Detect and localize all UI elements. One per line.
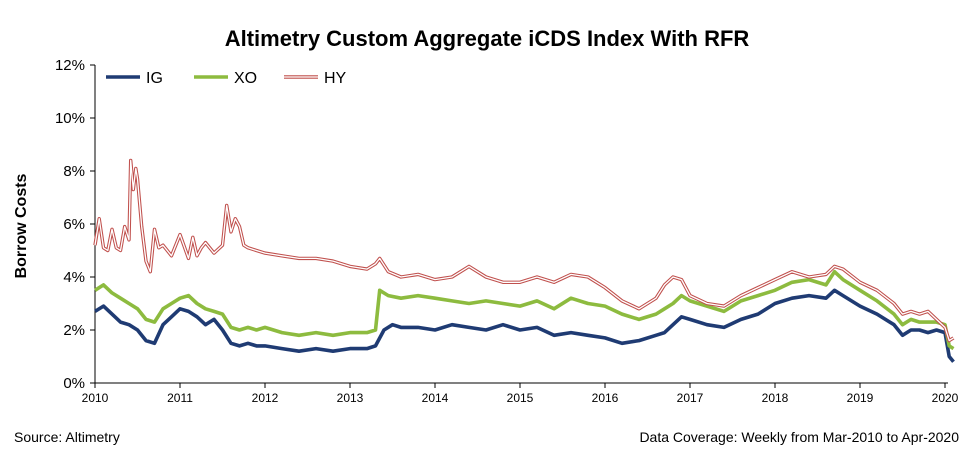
x-tick-label: 2016 xyxy=(592,391,619,405)
chart-title: Altimetry Custom Aggregate iCDS Index Wi… xyxy=(225,26,750,51)
y-tick-label: 12% xyxy=(55,57,85,74)
x-tick-label: 2014 xyxy=(422,391,449,405)
x-tick-label: 2019 xyxy=(847,391,874,405)
x-tick-label: 2015 xyxy=(507,391,534,405)
x-tick-label: 2020 xyxy=(932,391,959,405)
series-line-ig xyxy=(94,288,955,363)
y-axis-label: Borrow Costs xyxy=(13,173,30,278)
x-tick-label: 2011 xyxy=(167,391,193,405)
legend: IG XO HY xyxy=(106,70,347,87)
x-tick-label: 2017 xyxy=(677,391,704,405)
series-line-hy-inner xyxy=(94,159,954,342)
x-tick-label: 2013 xyxy=(337,391,364,405)
y-tick-label: 8% xyxy=(63,163,85,180)
x-tick-label: 2012 xyxy=(252,391,279,405)
y-tick-group: 0% 2% 4% 6% 8% 10% 12% xyxy=(55,57,95,392)
y-tick-label: 10% xyxy=(55,110,85,127)
x-tick-label: 2010 xyxy=(82,391,109,405)
source-note: Source: Altimetry xyxy=(14,429,120,445)
legend-label-ig: IG xyxy=(146,70,163,87)
y-tick-label: 6% xyxy=(63,216,85,233)
coverage-note: Data Coverage: Weekly from Mar-2010 to A… xyxy=(639,429,959,445)
y-tick-label: 2% xyxy=(63,322,85,339)
x-tick-group: 2010 2011 2012 2013 2014 2015 2016 2017 2018 2019… xyxy=(82,383,959,405)
legend-label-xo: XO xyxy=(234,70,257,87)
y-tick-label: 0% xyxy=(63,375,85,392)
series-layer xyxy=(93,158,955,363)
series-line-xo xyxy=(94,269,955,351)
x-tick-label: 2018 xyxy=(762,391,789,405)
legend-label-hy: HY xyxy=(324,70,347,87)
y-tick-label: 4% xyxy=(63,269,85,286)
